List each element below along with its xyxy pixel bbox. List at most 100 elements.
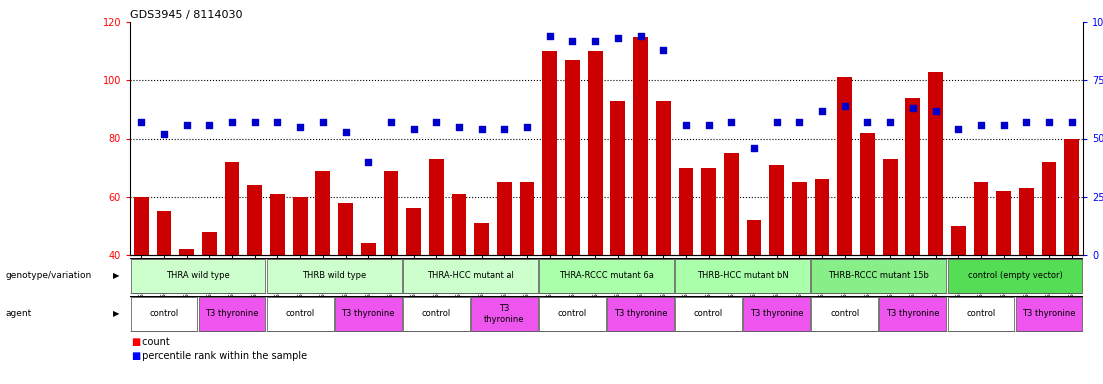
Text: T3
thyronine: T3 thyronine [484, 304, 525, 324]
Bar [292, 197, 308, 371]
Bar [130, 298, 197, 331]
Bar [406, 209, 421, 371]
Bar [543, 51, 557, 371]
Bar [928, 71, 943, 371]
Point [927, 108, 944, 114]
Bar [270, 194, 285, 371]
Text: THRB-HCC mutant bN: THRB-HCC mutant bN [697, 271, 789, 280]
Point [972, 121, 989, 127]
Text: ▶: ▶ [113, 271, 119, 280]
Point [132, 119, 150, 125]
Point [405, 126, 422, 132]
Bar [1016, 298, 1082, 331]
Text: ■: ■ [131, 337, 140, 347]
Point [382, 119, 399, 125]
Text: control: control [831, 310, 859, 318]
Bar [180, 249, 194, 371]
Point [450, 124, 468, 130]
Bar [747, 220, 761, 371]
Bar [202, 232, 217, 371]
Point [632, 33, 650, 39]
Text: agent: agent [6, 310, 32, 318]
Bar [947, 260, 1082, 293]
Text: control: control [694, 310, 724, 318]
Bar [565, 60, 580, 371]
Point [813, 108, 831, 114]
Bar [335, 298, 401, 331]
Bar [815, 179, 829, 371]
Bar [497, 182, 512, 371]
Point [178, 121, 195, 127]
Bar [451, 194, 467, 371]
Point [495, 126, 513, 132]
Point [428, 119, 446, 125]
Bar [157, 211, 171, 371]
Text: genotype/variation: genotype/variation [6, 271, 92, 280]
Bar [675, 298, 742, 331]
Text: T3 thyronine: T3 thyronine [613, 310, 667, 318]
Text: ▶: ▶ [113, 310, 119, 318]
Bar [225, 162, 239, 371]
Bar [474, 223, 489, 371]
Bar [403, 298, 470, 331]
Text: control (empty vector): control (empty vector) [967, 271, 1062, 280]
Bar [315, 170, 330, 371]
Point [677, 121, 695, 127]
Bar [429, 159, 443, 371]
Bar [1064, 139, 1079, 371]
Bar [199, 298, 266, 331]
Point [881, 119, 899, 125]
Bar [702, 168, 716, 371]
Bar [879, 298, 946, 331]
Text: T3 thyronine: T3 thyronine [886, 310, 940, 318]
Bar [1019, 188, 1034, 371]
Bar [974, 182, 988, 371]
Text: control: control [966, 310, 996, 318]
Bar [607, 298, 674, 331]
Point [995, 121, 1013, 127]
Point [473, 126, 491, 132]
Bar [403, 260, 538, 293]
Bar [860, 133, 875, 371]
Bar [267, 298, 333, 331]
Bar [339, 203, 353, 371]
Point [201, 121, 218, 127]
Bar [539, 260, 674, 293]
Point [156, 131, 173, 137]
Bar [724, 153, 739, 371]
Point [269, 119, 287, 125]
Bar [906, 98, 920, 371]
Point [722, 119, 740, 125]
Text: THRA-HCC mutant al: THRA-HCC mutant al [427, 271, 514, 280]
Text: T3 thyronine: T3 thyronine [205, 310, 259, 318]
Text: T3 thyronine: T3 thyronine [1022, 310, 1075, 318]
Point [587, 38, 604, 44]
Bar [1041, 162, 1057, 371]
Text: T3 thyronine: T3 thyronine [750, 310, 803, 318]
Point [314, 119, 332, 125]
Bar [996, 191, 1011, 371]
Text: control: control [558, 310, 587, 318]
Bar [675, 260, 810, 293]
Point [291, 124, 309, 130]
Bar [951, 226, 965, 371]
Point [904, 105, 922, 111]
Text: THRB wild type: THRB wild type [302, 271, 366, 280]
Bar [656, 101, 671, 371]
Text: control: control [421, 310, 451, 318]
Point [746, 145, 763, 151]
Point [950, 126, 967, 132]
Bar [947, 298, 1015, 331]
Point [360, 159, 377, 165]
Point [609, 35, 627, 41]
Point [518, 124, 536, 130]
Point [246, 119, 264, 125]
Text: T3 thyronine: T3 thyronine [342, 310, 395, 318]
Point [564, 38, 581, 44]
Bar [130, 260, 266, 293]
Point [791, 119, 808, 125]
Point [768, 119, 785, 125]
Text: THRA wild type: THRA wild type [167, 271, 229, 280]
Bar [361, 243, 376, 371]
Text: control: control [149, 310, 179, 318]
